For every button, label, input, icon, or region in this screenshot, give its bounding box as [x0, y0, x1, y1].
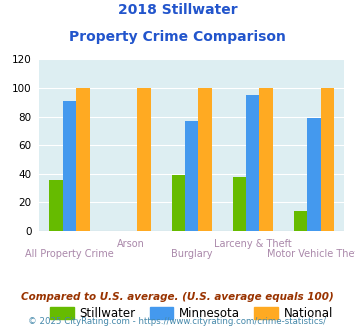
Bar [307, 118, 321, 231]
Bar [137, 88, 151, 231]
Text: All Property Crime: All Property Crime [25, 249, 114, 259]
Text: Arson: Arson [117, 239, 144, 249]
Bar [76, 88, 90, 231]
Text: Compared to U.S. average. (U.S. average equals 100): Compared to U.S. average. (U.S. average … [21, 292, 334, 302]
Text: Burglary: Burglary [171, 249, 212, 259]
Bar [185, 121, 198, 231]
Text: 2018 Stillwater: 2018 Stillwater [118, 3, 237, 17]
Bar [49, 180, 63, 231]
Text: Larceny & Theft: Larceny & Theft [214, 239, 292, 249]
Bar [63, 101, 76, 231]
Text: Property Crime Comparison: Property Crime Comparison [69, 30, 286, 44]
Legend: Stillwater, Minnesota, National: Stillwater, Minnesota, National [45, 302, 338, 325]
Bar [294, 211, 307, 231]
Bar [198, 88, 212, 231]
Bar [246, 95, 260, 231]
Bar [260, 88, 273, 231]
Bar [171, 175, 185, 231]
Bar [321, 88, 334, 231]
Text: © 2025 CityRating.com - https://www.cityrating.com/crime-statistics/: © 2025 CityRating.com - https://www.city… [28, 317, 327, 326]
Bar [233, 177, 246, 231]
Text: Motor Vehicle Theft: Motor Vehicle Theft [267, 249, 355, 259]
